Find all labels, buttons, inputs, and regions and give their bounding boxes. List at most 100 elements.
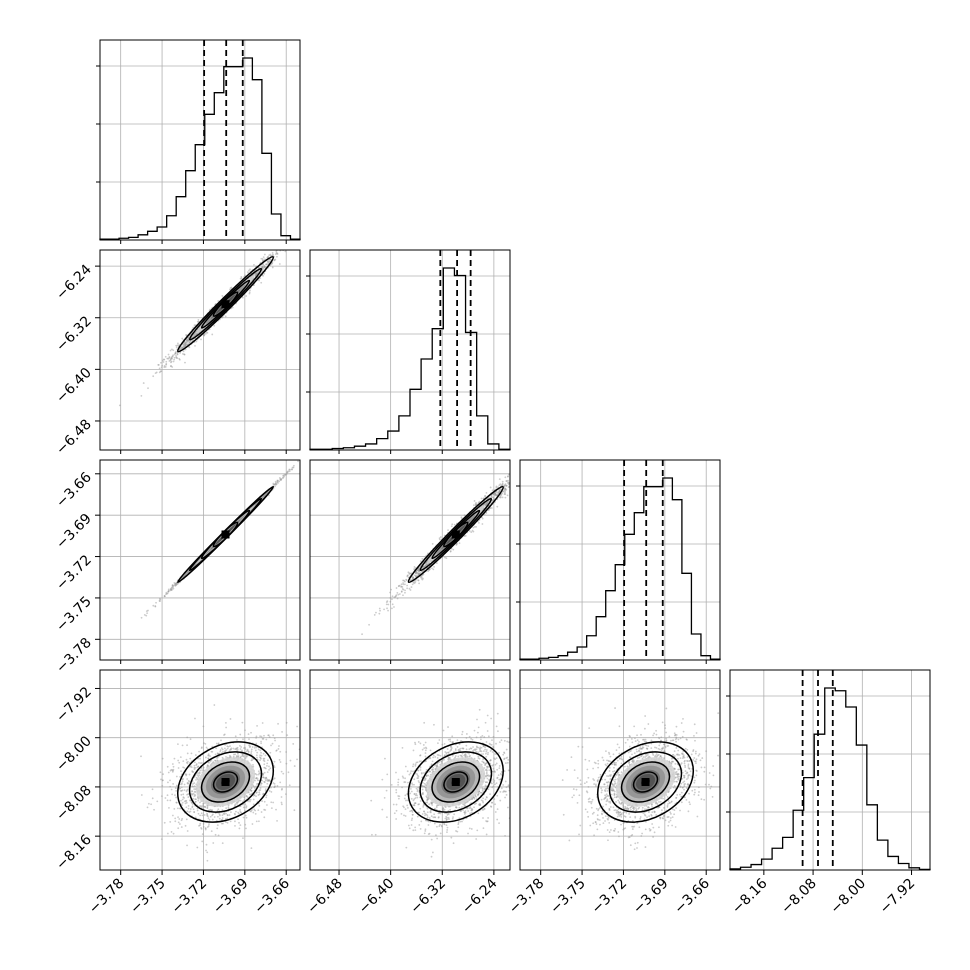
scatter-point bbox=[171, 348, 173, 351]
scatter-point bbox=[182, 346, 184, 349]
scatter-point bbox=[271, 266, 274, 269]
scatter-point bbox=[424, 564, 427, 567]
scatter-point bbox=[171, 357, 173, 360]
scatter-point bbox=[397, 585, 400, 588]
scatter-point bbox=[401, 588, 404, 590]
scatter-point bbox=[263, 253, 266, 256]
scatter-point bbox=[217, 300, 220, 302]
scatter-point bbox=[419, 560, 422, 563]
scatter-point bbox=[248, 292, 251, 295]
scatter-point bbox=[158, 367, 161, 370]
scatter-point bbox=[417, 569, 420, 571]
scatter-point bbox=[175, 356, 178, 359]
scatter-point bbox=[452, 548, 455, 551]
scatter-point bbox=[395, 594, 398, 597]
scatter-point bbox=[422, 577, 424, 580]
panel-content bbox=[361, 472, 510, 636]
density-peak bbox=[221, 530, 230, 539]
scatter-point bbox=[378, 607, 381, 610]
scatter-point bbox=[488, 508, 490, 511]
scatter-point bbox=[260, 281, 263, 284]
scatter-point bbox=[271, 262, 274, 265]
scatter-point bbox=[172, 360, 175, 363]
scatter-point bbox=[167, 357, 170, 360]
scatter-point bbox=[463, 514, 466, 517]
scatter-point bbox=[408, 573, 411, 575]
histogram-3 bbox=[729, 687, 931, 871]
scatter-point bbox=[175, 355, 177, 357]
scatter-point bbox=[163, 358, 166, 361]
scatter-point bbox=[361, 633, 363, 636]
scatter-point bbox=[262, 256, 265, 258]
scatter-point bbox=[160, 361, 162, 364]
scatter-point bbox=[171, 366, 174, 368]
scatter-point bbox=[184, 824, 187, 827]
scatter-point bbox=[164, 366, 167, 368]
scatter-point bbox=[474, 502, 477, 505]
scatter-point bbox=[165, 593, 167, 596]
scatter-point bbox=[507, 486, 510, 489]
scatter-point bbox=[458, 542, 461, 545]
scatter-point bbox=[281, 477, 284, 479]
scatter-point bbox=[375, 611, 377, 614]
scatter-point bbox=[417, 572, 419, 574]
scatter-point bbox=[284, 250, 287, 253]
scatter-point bbox=[172, 586, 174, 589]
scatter-point bbox=[485, 491, 488, 494]
panel-frame bbox=[99, 249, 301, 451]
scatter-point bbox=[157, 364, 160, 366]
scatter-point bbox=[504, 487, 507, 490]
scatter-point bbox=[292, 464, 295, 467]
scatter-point bbox=[167, 590, 170, 593]
scatter-point bbox=[414, 581, 417, 584]
scatter-point bbox=[472, 526, 475, 529]
scatter-point bbox=[183, 342, 186, 345]
scatter-point bbox=[160, 838, 163, 841]
scatter-point bbox=[498, 478, 501, 481]
scatter-point bbox=[184, 348, 187, 351]
scatter-point bbox=[391, 595, 394, 598]
scatter-point bbox=[266, 256, 269, 259]
scatter-point bbox=[410, 586, 413, 588]
scatter-point bbox=[492, 493, 495, 495]
scatter-point bbox=[177, 582, 179, 585]
scatter-point bbox=[173, 356, 176, 359]
scatter-point bbox=[213, 324, 216, 327]
scatter-point bbox=[147, 609, 149, 612]
scatter-point bbox=[217, 808, 220, 811]
scatter-point bbox=[277, 479, 279, 482]
scatter-point bbox=[297, 460, 299, 463]
scatter-point bbox=[387, 609, 389, 612]
scatter-point bbox=[180, 793, 183, 796]
scatter-point bbox=[154, 372, 157, 375]
density-peak bbox=[221, 300, 230, 309]
scatter-point bbox=[171, 588, 173, 591]
contour-line bbox=[407, 485, 504, 584]
scatter-point bbox=[176, 353, 179, 356]
scatter-point bbox=[177, 342, 179, 345]
panel-3-0 bbox=[99, 669, 301, 871]
scatter-point bbox=[499, 489, 501, 492]
scatter-point bbox=[498, 496, 501, 499]
scatter-point bbox=[480, 497, 483, 500]
scatter-point bbox=[221, 295, 224, 297]
scatter-point bbox=[278, 263, 281, 265]
scatter-point bbox=[486, 502, 489, 505]
scatter-point bbox=[389, 596, 392, 599]
scatter-point bbox=[167, 588, 170, 591]
scatter-point bbox=[241, 296, 244, 299]
scatter-point bbox=[387, 603, 390, 606]
scatter-point bbox=[163, 821, 166, 824]
scatter-point bbox=[229, 288, 231, 291]
panel-2-0 bbox=[99, 459, 301, 661]
scatter-point bbox=[444, 556, 446, 559]
scatter-point bbox=[393, 596, 396, 599]
scatter-point bbox=[379, 609, 381, 612]
scatter-point bbox=[402, 583, 405, 586]
scatter-point bbox=[419, 576, 422, 579]
scatter-point bbox=[490, 496, 493, 499]
panel-2-1 bbox=[309, 459, 511, 661]
scatter-point bbox=[473, 525, 476, 528]
scatter-point bbox=[507, 481, 510, 484]
